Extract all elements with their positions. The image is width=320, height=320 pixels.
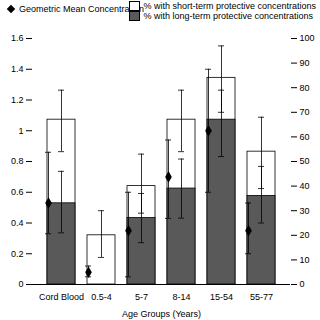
svg-text:Cord Blood: Cord Blood <box>39 292 84 302</box>
svg-text:20: 20 <box>300 230 310 240</box>
svg-text:80: 80 <box>300 83 310 93</box>
svg-text:1: 1 <box>18 126 23 136</box>
svg-text:10: 10 <box>300 255 310 265</box>
html-text:% with long-term protective co: % with long-term protective concentratio… <box>143 11 313 21</box>
svg-text:30: 30 <box>300 206 310 216</box>
svg-text:70: 70 <box>300 107 310 117</box>
svg-text:0: 0 <box>18 279 23 289</box>
svg-text:5-7: 5-7 <box>135 292 148 302</box>
svg-text:60: 60 <box>300 132 310 142</box>
svg-text:100: 100 <box>300 33 315 43</box>
svg-text:0.4: 0.4 <box>11 218 24 228</box>
svg-text:1.4: 1.4 <box>11 64 24 74</box>
svg-text:15-54: 15-54 <box>210 292 233 302</box>
svg-text:55-77: 55-77 <box>250 292 273 302</box>
svg-text:0.2: 0.2 <box>11 249 24 259</box>
svg-text:0.6: 0.6 <box>11 187 24 197</box>
svg-text:1.6: 1.6 <box>11 33 24 43</box>
svg-text:0: 0 <box>300 279 305 289</box>
svg-text:40: 40 <box>300 181 310 191</box>
svg-text:8-14: 8-14 <box>172 292 190 302</box>
svg-text:90: 90 <box>300 58 310 68</box>
svg-text:0.5-4: 0.5-4 <box>91 292 112 302</box>
svg-text:0.8: 0.8 <box>11 156 24 166</box>
svg-text:50: 50 <box>300 156 310 166</box>
svg-text:1.2: 1.2 <box>11 95 24 105</box>
svg-text:Age Groups (Years): Age Groups (Years) <box>122 309 201 319</box>
html-text:Geometric Mean Concentration%: Geometric Mean Concentration% with short… <box>19 1 316 14</box>
